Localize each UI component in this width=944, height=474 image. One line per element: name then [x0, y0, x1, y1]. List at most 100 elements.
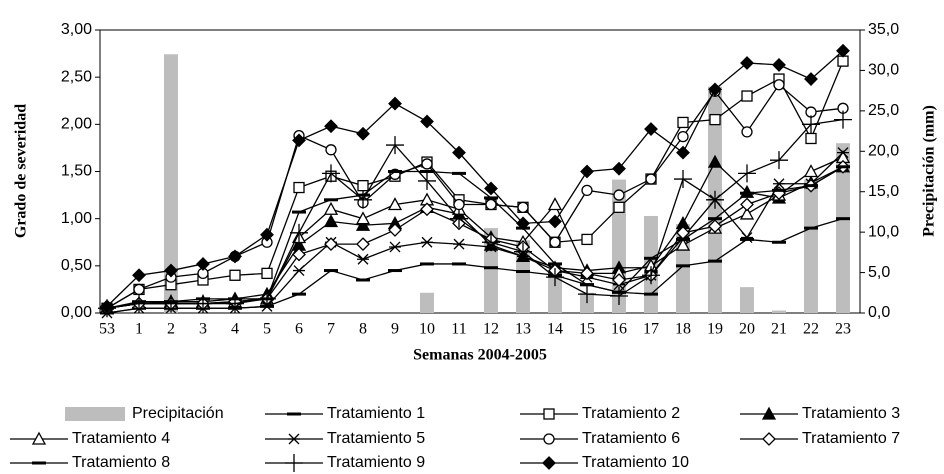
x-tick-label: 22 [803, 321, 819, 338]
plot-frame [99, 29, 861, 314]
marker [421, 158, 433, 170]
marker [355, 211, 371, 225]
marker [290, 223, 308, 242]
x-axis-title: Semanas 2004-2005 [413, 347, 547, 364]
y2-tick-label: 30,0 [868, 62, 899, 79]
y-tick-label: 2,00 [61, 116, 92, 133]
legend-label: Tratamiento 5 [327, 430, 425, 447]
marker [803, 164, 819, 178]
marker [773, 79, 785, 91]
bar [740, 287, 754, 313]
line [106, 161, 844, 309]
marker [739, 206, 755, 220]
legend-marker [543, 433, 555, 445]
marker [420, 202, 434, 217]
bar [772, 310, 786, 313]
marker [324, 119, 338, 134]
x-tick-label: 10 [419, 321, 435, 338]
marker [578, 285, 596, 304]
x-tick-label: 15 [579, 321, 595, 338]
x-tick-label: 12 [483, 321, 499, 338]
bar [836, 143, 850, 313]
marker [548, 214, 562, 229]
marker [514, 242, 532, 261]
x-tick-label: 5 [263, 321, 271, 338]
y2-tick-label: 0,0 [868, 304, 890, 321]
marker [293, 265, 305, 277]
x-tick-label: 23 [835, 321, 851, 338]
marker [229, 269, 241, 281]
marker [485, 198, 497, 211]
marker [581, 184, 593, 197]
marker [580, 164, 594, 179]
y-tick-label: 1,50 [61, 163, 92, 180]
legend-marker [285, 454, 303, 472]
marker [770, 151, 788, 170]
line [106, 83, 844, 309]
marker [772, 57, 786, 72]
marker [805, 132, 817, 145]
bar [548, 276, 562, 313]
legend-marker [288, 433, 300, 445]
marker [517, 201, 529, 213]
marker [644, 122, 658, 136]
marker [292, 247, 306, 262]
marker [323, 214, 339, 228]
line [106, 166, 844, 309]
marker [453, 238, 465, 250]
x-tick-label: 8 [359, 321, 367, 338]
y2-tick-label: 25,0 [868, 102, 899, 119]
series [101, 147, 849, 319]
series [100, 165, 850, 310]
marker [613, 189, 625, 201]
bar [804, 179, 818, 313]
marker [389, 241, 401, 253]
marker [708, 82, 722, 97]
marker [677, 116, 689, 129]
marker [580, 266, 594, 281]
legend-label: Tratamiento 3 [802, 405, 900, 422]
bar [164, 54, 178, 313]
x-tick-label: 3 [199, 321, 207, 338]
marker [323, 201, 339, 215]
marker [708, 219, 722, 234]
x-tick-label: 9 [391, 321, 399, 338]
marker [387, 197, 403, 211]
marker [642, 266, 660, 285]
legend-label: Tratamiento 10 [582, 454, 689, 471]
marker [355, 217, 371, 231]
legend-label: Tratamiento 9 [327, 454, 425, 471]
marker [162, 294, 180, 313]
marker [516, 216, 530, 231]
marker [484, 181, 498, 196]
x-tick-label: 19 [707, 321, 723, 338]
marker [357, 253, 369, 265]
marker [707, 154, 723, 168]
marker [228, 249, 242, 264]
line [106, 166, 844, 309]
series [98, 110, 852, 318]
marker [612, 273, 626, 287]
series [99, 149, 851, 314]
marker [613, 201, 625, 213]
series [99, 154, 851, 314]
marker [226, 294, 244, 313]
marker [482, 233, 500, 252]
marker [741, 232, 753, 243]
marker [292, 133, 306, 148]
marker [547, 197, 563, 211]
marker [741, 90, 753, 102]
marker [260, 227, 274, 242]
marker [546, 268, 564, 287]
marker [132, 268, 146, 283]
marker [258, 289, 276, 308]
marker [549, 236, 561, 248]
x-tick-label: 14 [547, 321, 563, 338]
legend-marker [31, 431, 47, 445]
y2-tick-label: 20,0 [868, 143, 899, 160]
marker [836, 43, 850, 58]
bar [420, 292, 434, 313]
y-tick-label: 0,50 [61, 257, 92, 274]
legend-label: Tratamiento 7 [802, 430, 900, 447]
marker [676, 145, 690, 160]
